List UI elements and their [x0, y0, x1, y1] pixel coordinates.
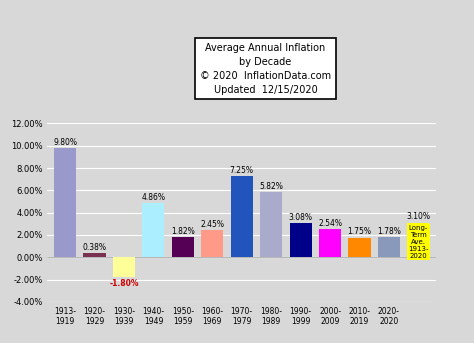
Text: 1.75%: 1.75% — [347, 227, 372, 236]
Bar — [83, 253, 106, 257]
Text: 7.25%: 7.25% — [230, 166, 254, 175]
Bar — [260, 192, 282, 257]
Bar — [348, 238, 371, 257]
Bar — [113, 257, 135, 277]
Text: 5.82%: 5.82% — [259, 182, 283, 191]
Text: 3.10%: 3.10% — [406, 212, 430, 221]
Text: 2.54%: 2.54% — [318, 218, 342, 228]
Text: Long-
Term
Ave.
1913-
2020: Long- Term Ave. 1913- 2020 — [408, 225, 428, 259]
Text: 1.78%: 1.78% — [377, 227, 401, 236]
Bar — [407, 223, 429, 257]
Text: -1.80%: -1.80% — [109, 279, 139, 288]
Text: 4.86%: 4.86% — [141, 193, 165, 202]
Text: 2.45%: 2.45% — [201, 220, 224, 228]
Bar — [378, 237, 400, 257]
Text: 1.82%: 1.82% — [171, 227, 195, 236]
Bar — [201, 230, 223, 257]
Text: 3.08%: 3.08% — [289, 213, 313, 222]
Bar — [54, 148, 76, 257]
Text: Average Annual Inflation
by Decade
© 2020  InflationData.com
Updated  12/15/2020: Average Annual Inflation by Decade © 202… — [200, 43, 331, 95]
Bar — [319, 229, 341, 257]
Text: 0.38%: 0.38% — [82, 243, 107, 252]
Bar — [290, 223, 312, 257]
Bar — [142, 203, 164, 257]
Bar — [231, 176, 253, 257]
Bar — [172, 237, 194, 257]
Text: 9.80%: 9.80% — [53, 138, 77, 147]
